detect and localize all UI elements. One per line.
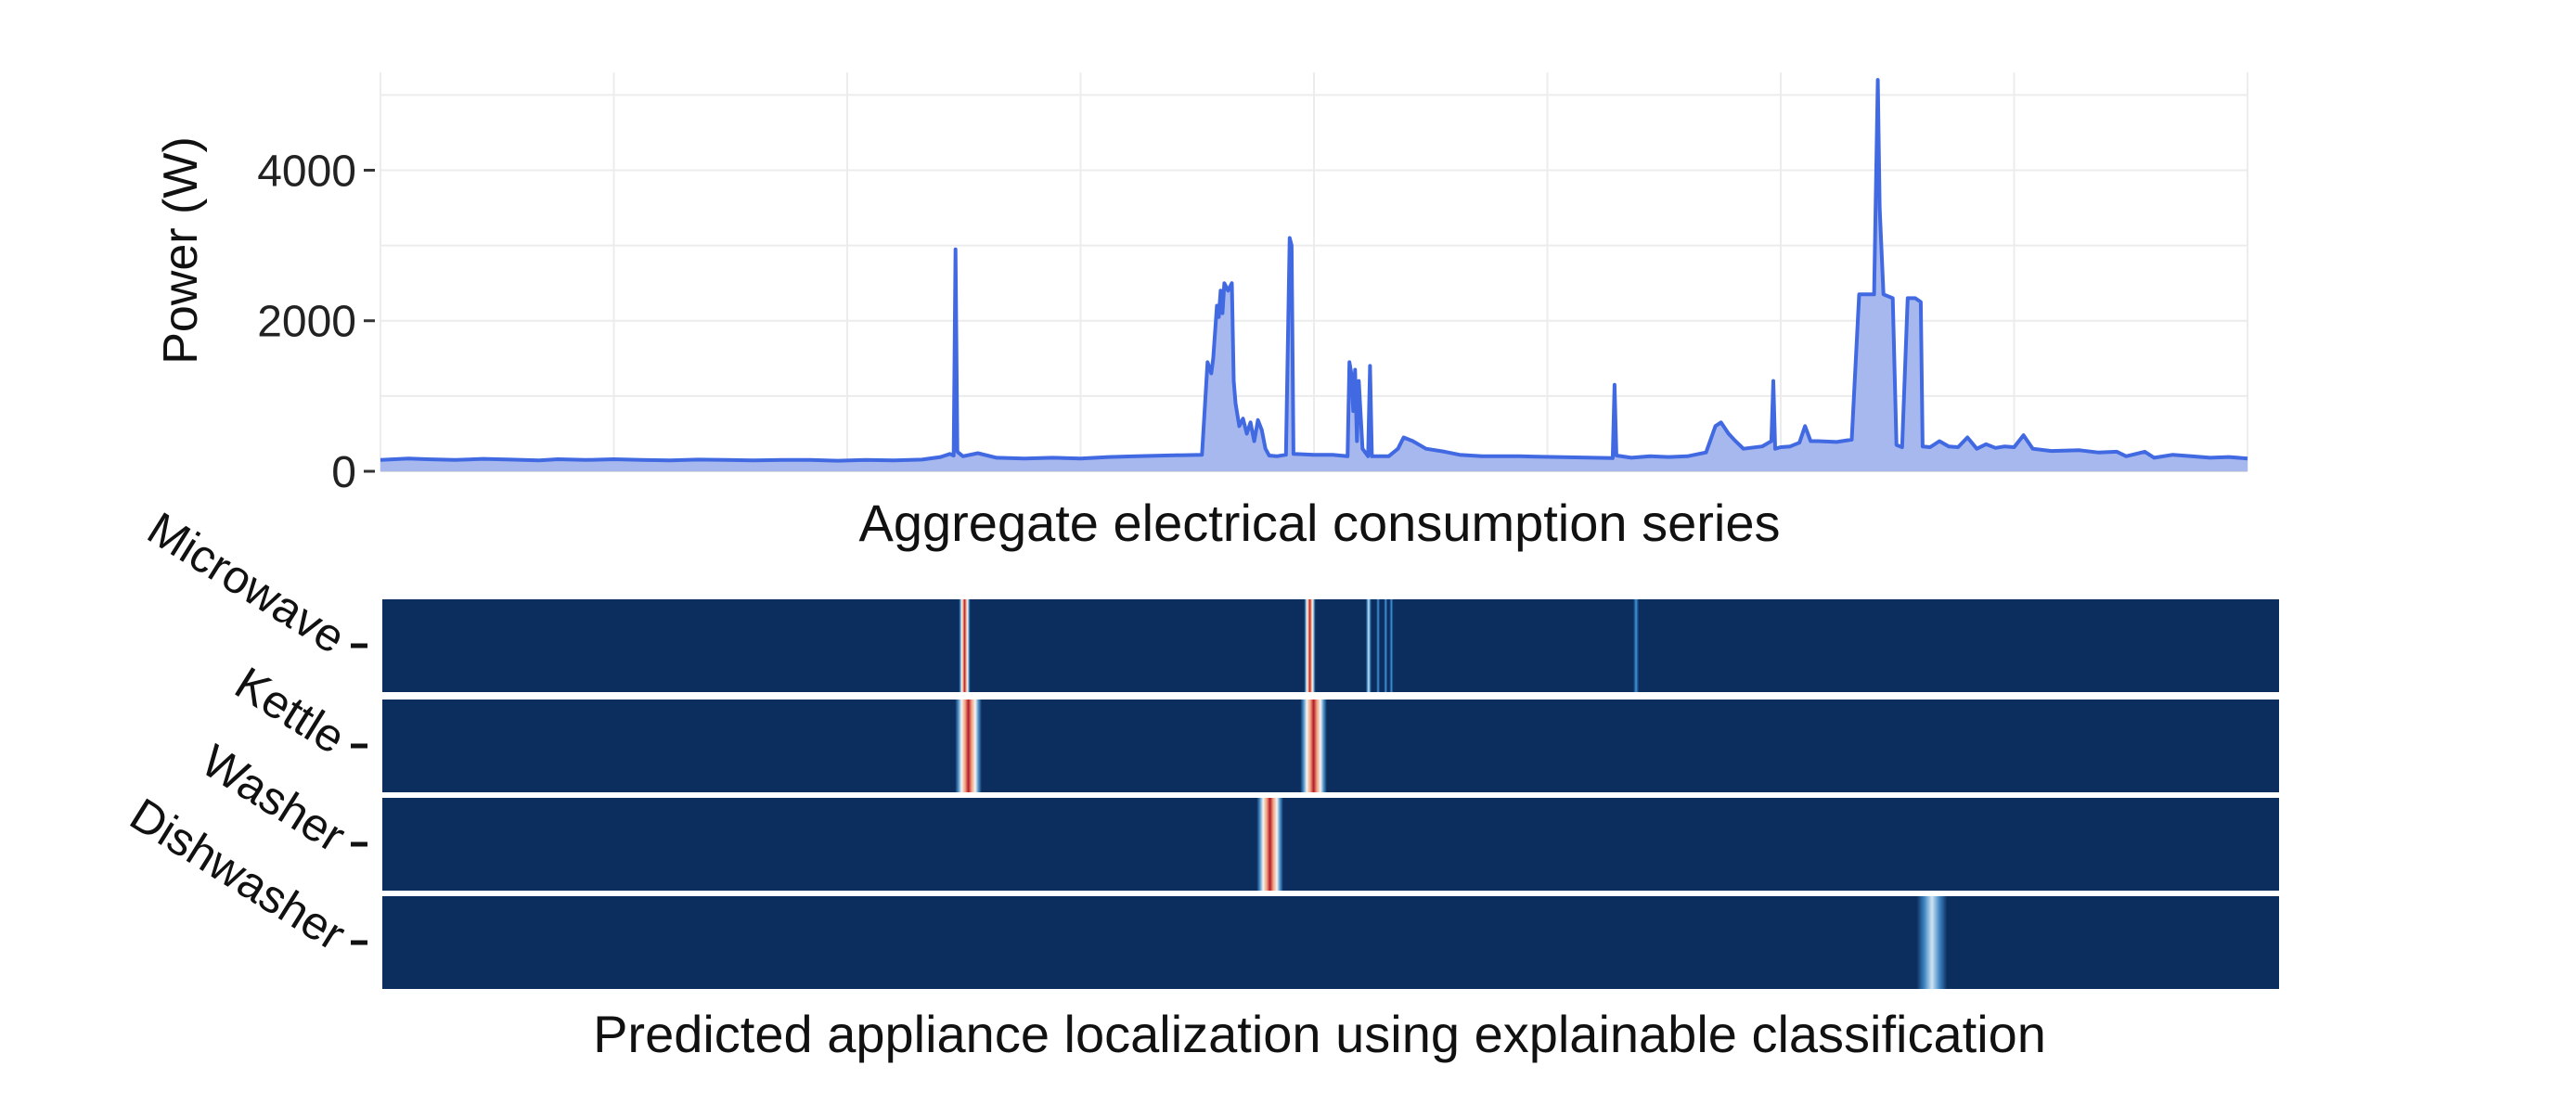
y-axis-label: Power (W) [154,136,208,365]
row-label-kettle: Kettle [226,657,354,764]
row-label-microwave: Microwave [139,502,354,663]
heatmap-row-microwave [382,599,2279,692]
activation-band [955,700,982,792]
y-tick-label: 2000 [257,298,356,347]
activation-band [1365,599,1372,692]
gridlines [380,72,2248,472]
activation-band [959,599,971,692]
top-caption: Aggregate electrical consumption series [859,494,1781,552]
activation-band [1256,798,1283,891]
power-plot: 0 2000 4000 Power (W) Aggregate electrical… [154,72,2248,552]
y-axis-ticks: 0 2000 4000 [257,147,375,497]
localization-heatmap [382,599,2279,989]
activation-band [1389,599,1394,692]
heatmap-row-washer [382,798,2279,891]
activation-band [1633,599,1640,692]
y-tick-label: 4000 [257,147,356,196]
activation-band [1376,599,1381,692]
activation-band [1300,700,1327,792]
activation-band [1384,599,1388,692]
y-tick-label: 0 [331,448,356,497]
activation-band [1916,896,1948,989]
activation-band [1304,599,1316,692]
heatmap-row-kettle [382,700,2279,792]
heatmap-row-dishwasher [382,896,2279,989]
power-series-line [380,78,2248,463]
bottom-caption: Predicted appliance localization using e… [593,1005,2046,1063]
